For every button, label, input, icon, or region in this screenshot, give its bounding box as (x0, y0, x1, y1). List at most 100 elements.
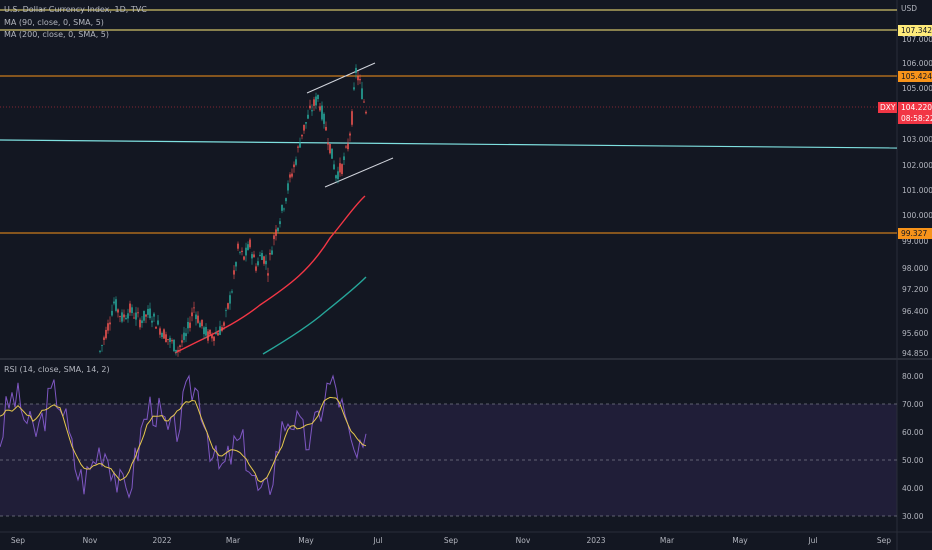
candle-body[interactable] (289, 174, 291, 178)
candle-body[interactable] (257, 261, 259, 266)
candle-body[interactable] (293, 164, 295, 168)
candle-body[interactable] (269, 253, 271, 255)
candle-body[interactable] (109, 322, 111, 325)
candle-body[interactable] (273, 235, 275, 240)
ma200-legend[interactable]: MA (200, close, 0, SMA, 5) (4, 30, 110, 39)
candle-body[interactable] (159, 328, 161, 335)
candle-body[interactable] (155, 326, 157, 329)
candle-body[interactable] (333, 164, 335, 170)
candle-body[interactable] (285, 198, 287, 202)
candle-body[interactable] (103, 337, 105, 340)
candle-body[interactable] (247, 244, 249, 251)
candle-body[interactable] (349, 133, 351, 136)
candle-body[interactable] (317, 94, 319, 100)
candle-body[interactable] (223, 322, 225, 326)
candle-body[interactable] (243, 256, 245, 260)
candle-body[interactable] (185, 333, 187, 337)
candle-body[interactable] (297, 146, 299, 148)
candle-body[interactable] (283, 208, 285, 210)
candle-body[interactable] (147, 308, 149, 315)
candle-body[interactable] (229, 295, 231, 304)
candle-body[interactable] (205, 327, 207, 336)
candle-body[interactable] (245, 247, 247, 256)
candle-body[interactable] (139, 319, 141, 328)
candle-body[interactable] (177, 349, 179, 351)
candle-body[interactable] (187, 321, 189, 329)
candle-body[interactable] (321, 105, 323, 120)
candle-body[interactable] (181, 340, 183, 343)
candle-body[interactable] (361, 88, 363, 100)
horizontal-trendline[interactable] (0, 139, 898, 149)
candle-body[interactable] (363, 101, 365, 103)
candle-body[interactable] (179, 345, 181, 347)
candle-body[interactable] (305, 122, 307, 124)
candle-body[interactable] (311, 110, 313, 112)
candle-body[interactable] (209, 329, 211, 335)
candle-body[interactable] (191, 312, 193, 317)
candle-body[interactable] (253, 254, 255, 258)
candle-body[interactable] (207, 331, 209, 341)
candle-body[interactable] (135, 312, 137, 320)
candle-body[interactable] (357, 76, 359, 81)
candle-body[interactable] (117, 309, 119, 313)
candle-body[interactable] (319, 106, 321, 111)
candle-body[interactable] (309, 105, 311, 109)
candle-body[interactable] (111, 310, 113, 316)
candle-body[interactable] (351, 111, 353, 125)
candle-body[interactable] (221, 327, 223, 331)
candle-body[interactable] (189, 322, 191, 328)
candle-body[interactable] (133, 317, 135, 319)
candle-body[interactable] (145, 314, 147, 317)
candles-group[interactable] (99, 64, 367, 357)
candle-body[interactable] (335, 175, 337, 179)
candle-body[interactable] (233, 270, 235, 275)
candle-body[interactable] (337, 171, 339, 179)
candle-body[interactable] (143, 310, 145, 321)
ma200-line[interactable] (262, 276, 367, 355)
candle-body[interactable] (121, 312, 123, 322)
candle-body[interactable] (167, 339, 169, 340)
candle-body[interactable] (127, 313, 129, 319)
candle-body[interactable] (217, 332, 219, 336)
candle-body[interactable] (215, 332, 217, 335)
candle-body[interactable] (259, 254, 261, 256)
candle-body[interactable] (329, 144, 331, 154)
candle-body[interactable] (157, 320, 159, 325)
candle-body[interactable] (119, 316, 121, 317)
candle-body[interactable] (291, 173, 293, 177)
candle-body[interactable] (231, 291, 233, 293)
candle-body[interactable] (199, 322, 201, 328)
candle-body[interactable] (237, 243, 239, 249)
candle-body[interactable] (197, 315, 199, 323)
candle-body[interactable] (249, 239, 251, 248)
candle-body[interactable] (265, 260, 267, 265)
candle-body[interactable] (295, 159, 297, 165)
candle-body[interactable] (165, 334, 167, 343)
candle-body[interactable] (235, 262, 237, 267)
lower-channel-line[interactable] (324, 157, 394, 188)
candle-body[interactable] (113, 301, 115, 304)
candle-body[interactable] (345, 146, 347, 148)
candle-body[interactable] (251, 254, 253, 259)
candle-body[interactable] (261, 253, 263, 261)
candle-body[interactable] (123, 314, 125, 318)
candle-body[interactable] (169, 337, 171, 342)
candle-body[interactable] (323, 113, 325, 124)
candle-body[interactable] (107, 323, 109, 331)
candle-body[interactable] (129, 303, 131, 313)
candle-body[interactable] (153, 313, 155, 317)
candle-body[interactable] (277, 227, 279, 232)
candle-body[interactable] (213, 336, 215, 341)
candle-body[interactable] (105, 329, 107, 339)
rsi-group[interactable] (0, 374, 367, 499)
candle-body[interactable] (301, 134, 303, 137)
candle-body[interactable] (203, 327, 205, 335)
candle-body[interactable] (219, 326, 221, 335)
candle-body[interactable] (241, 250, 243, 252)
candle-body[interactable] (115, 299, 117, 311)
candle-body[interactable] (183, 332, 185, 340)
candle-body[interactable] (347, 143, 349, 150)
candle-body[interactable] (315, 96, 317, 106)
candle-body[interactable] (303, 124, 305, 131)
price-pane[interactable] (0, 0, 897, 355)
